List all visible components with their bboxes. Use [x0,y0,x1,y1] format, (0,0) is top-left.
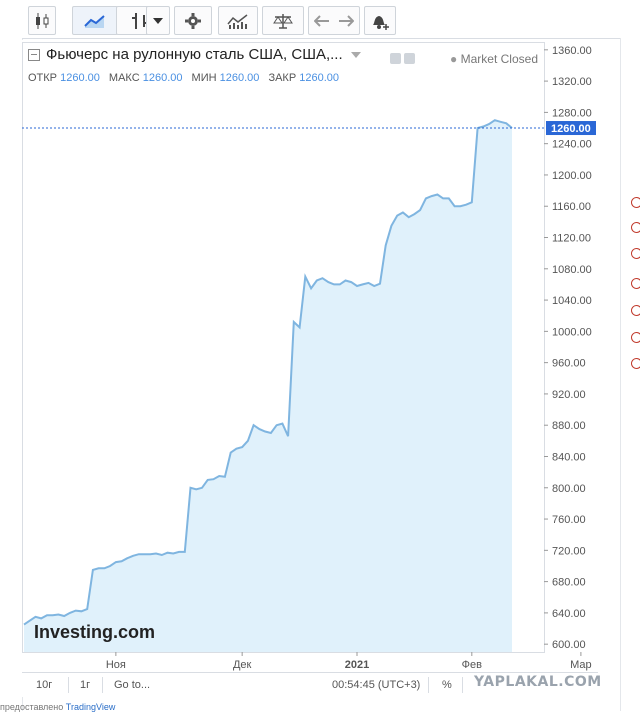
y-tick-label: 1120.00 [552,233,591,245]
clock-alert-icon [631,358,640,369]
gear-icon[interactable] [404,53,415,64]
y-tick-label: 1280.00 [552,107,592,119]
redo-icon[interactable] [338,14,354,28]
left-page-strip [0,0,23,711]
percent-toggle[interactable]: % [442,679,452,691]
chart-toolbar [22,0,620,39]
title-mini-icons [390,53,415,64]
x-tick-label: Ноя [106,659,126,671]
y-tick-label: 1360.00 [552,45,592,57]
chart-bottom-bar: 10г 1г Go to... 00:54:45 (UTC+3) % log [22,672,598,697]
market-status: ● Market Closed [450,52,538,66]
chart-title: Фьючерс на рулонную сталь США, США,... [46,46,343,63]
x-tick-label: Мар [570,659,592,671]
y-tick-label: 960.00 [552,358,586,370]
goto-button[interactable]: Go to... [114,679,151,691]
undo-icon[interactable] [314,14,330,28]
candles-icon [36,12,49,29]
site-watermark: YAPLAKAL.COM [474,674,602,690]
price-line [23,119,513,626]
indicators-icon [227,13,248,29]
y-tick-label: 1080.00 [552,264,592,276]
ohlc-row: ОТКР 1260.00 МАКС 1260.00 МИН 1260.00 ЗА… [28,72,340,84]
clock-alert-icon [631,332,640,343]
last-price-tag [546,121,596,136]
y-tick-label: 720.00 [552,545,586,557]
indicators-button[interactable] [218,6,258,35]
eye-icon[interactable] [390,53,401,64]
bell-plus-icon [373,15,389,30]
clock-alert-icon [631,278,640,289]
caret-down-icon [153,17,163,24]
chart-type-dropdown-button[interactable] [146,6,170,35]
provided-by-caption: предоставлено TradingView [0,702,116,712]
chart-title-row: Фьючерс на рулонную сталь США, США,... [28,46,361,63]
clock-alert-icon [631,248,640,259]
x-tick-label: 2021 [345,659,369,671]
y-tick-label: 600.00 [552,639,586,651]
last-price-tag-label: 1260.00 [551,123,591,135]
y-tick-label: 920.00 [552,389,586,401]
investing-logo: Investing.com [34,622,155,642]
y-tick-label: 800.00 [552,483,586,495]
y-tick-label: 1200.00 [552,170,592,182]
gear-icon [185,12,201,29]
tradingview-link[interactable]: TradingView [65,702,116,712]
x-tick-label: Фев [462,659,482,671]
clock-readout: 00:54:45 (UTC+3) [332,679,421,691]
price-area-fill [24,120,512,652]
right-page-panel [620,38,640,711]
y-tick-label: 880.00 [552,420,586,432]
price-chart[interactable]: 600.00 640.00 680.00 720.00 760.00 800.00 840.… [22,40,598,672]
scales-icon [273,13,293,29]
y-tick-label: 1240.00 [552,139,592,151]
collapse-icon[interactable] [28,48,40,61]
area-line-icon [84,14,105,28]
clock-alert-icon [631,197,640,208]
settings-button[interactable] [174,6,212,35]
y-tick-label: 1320.00 [552,76,592,88]
y-tick-label: 1160.00 [552,201,591,213]
chart-panel: 600.00 640.00 680.00 720.00 760.00 800.00 840.… [22,40,598,696]
range-1y-button[interactable]: 1г [80,679,91,691]
caret-down-icon[interactable] [350,51,361,58]
alert-button[interactable] [364,6,396,35]
line-chart-button[interactable] [72,6,118,35]
undo-redo-group [308,6,360,35]
clock-alert-icon [631,305,640,316]
range-10y-button[interactable]: 10г [36,679,53,691]
y-tick-label: 840.00 [552,451,586,463]
y-tick-label: 1000.00 [552,326,592,338]
y-tick-label: 680.00 [552,577,586,589]
clock-alert-icon [631,222,640,233]
x-tick-label: Дек [233,659,252,671]
y-tick-label: 640.00 [552,608,586,620]
y-tick-label: 760.00 [552,514,586,526]
candlestick-chart-button[interactable] [28,6,56,35]
compare-button[interactable] [262,6,304,35]
log-toggle[interactable]: log [474,679,489,691]
y-tick-label: 1040.00 [552,295,592,307]
